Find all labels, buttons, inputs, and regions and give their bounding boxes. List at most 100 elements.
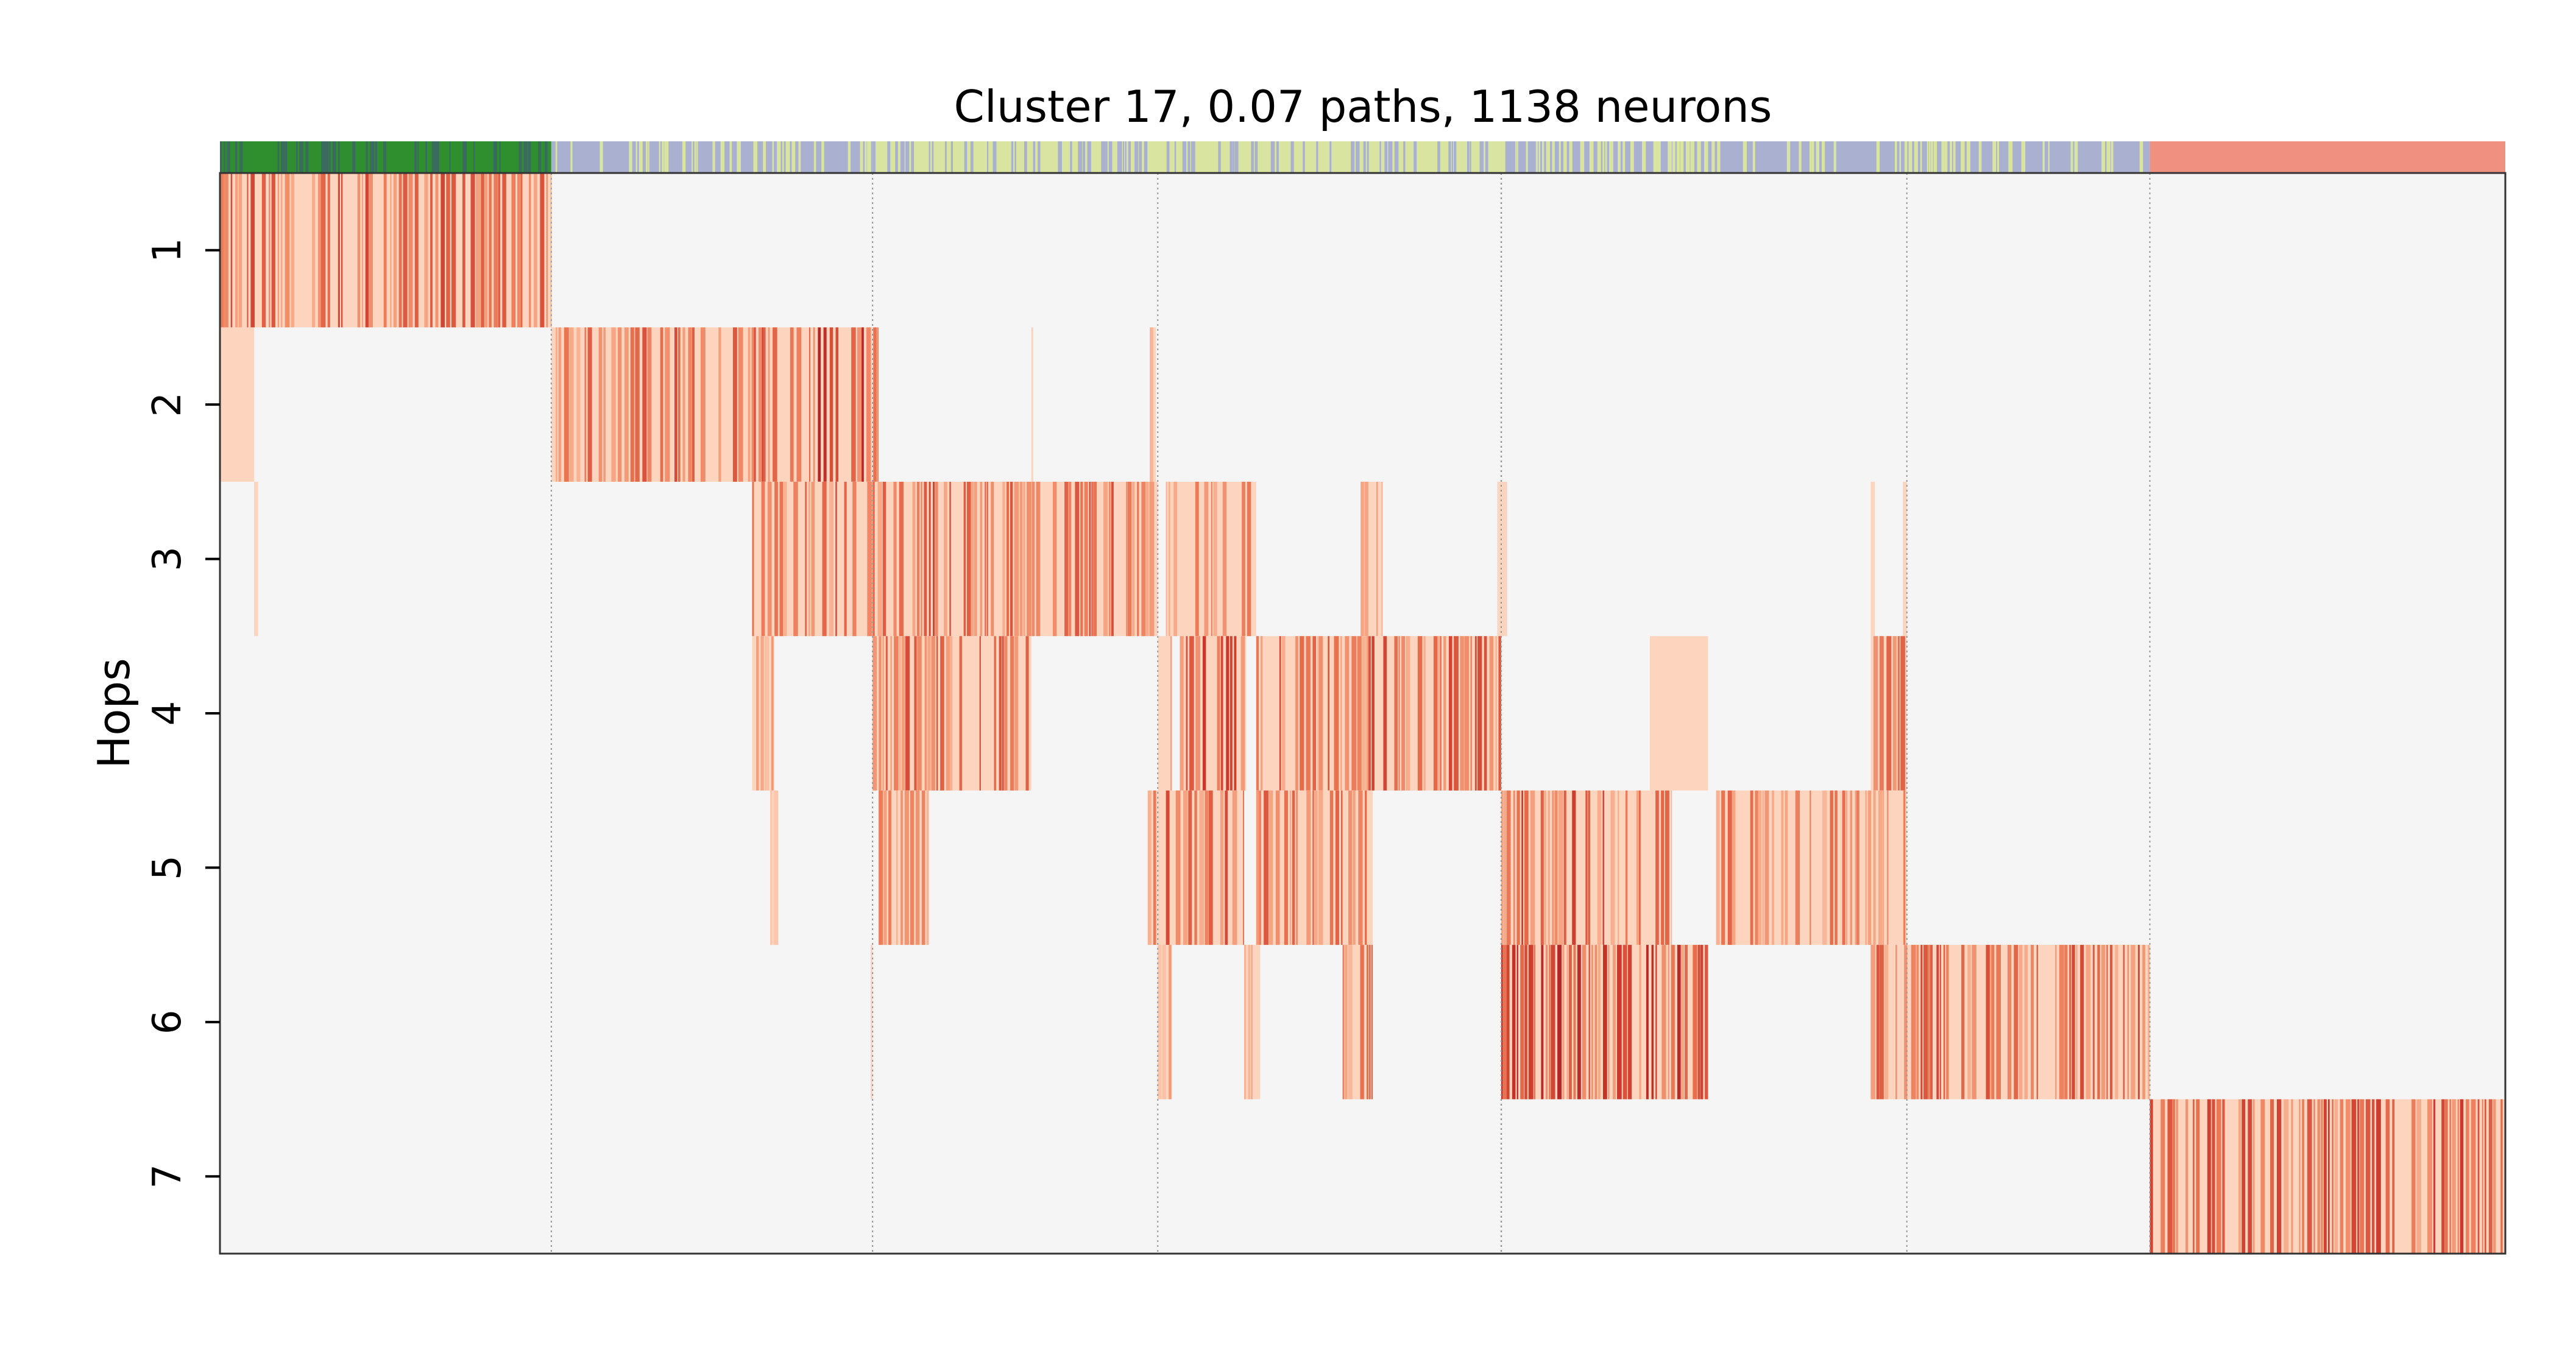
category-stripe [518, 141, 522, 173]
category-stripe [1119, 141, 1122, 173]
heat-stripe [1256, 790, 1259, 945]
heat-stripe [430, 173, 433, 328]
category-stripe [2074, 141, 2078, 173]
heat-stripe [2392, 1099, 2395, 1254]
category-stripe [1680, 141, 1684, 173]
heat-stripe [1440, 636, 1442, 791]
heat-stripe [2334, 1099, 2338, 1254]
heat-stripe [1639, 945, 1641, 1100]
heat-stripe [1855, 790, 1856, 945]
heat-stripe [1705, 945, 1708, 1100]
category-stripe [1743, 141, 1747, 173]
heat-stripe [398, 173, 402, 328]
category-stripe [1384, 141, 1388, 173]
heat-stripe [2313, 1099, 2315, 1254]
heat-stripe [829, 481, 834, 637]
heat-cell-hop3-seg0 [254, 481, 258, 637]
heat-stripe [1232, 790, 1237, 945]
heat-stripe [1158, 945, 1162, 1100]
category-stripe [371, 141, 375, 173]
heat-stripe [1217, 636, 1220, 791]
category-stripe [1451, 141, 1453, 173]
heat-stripe [1275, 790, 1280, 945]
heat-stripe [1351, 636, 1357, 791]
heat-stripe [2216, 1099, 2221, 1254]
heat-stripe [1900, 636, 1905, 791]
heat-stripe [1002, 481, 1005, 637]
category-strip [220, 141, 2505, 173]
heat-stripe [383, 173, 387, 328]
heat-stripe [1234, 636, 1237, 791]
heat-stripe [1544, 790, 1546, 945]
heat-stripe [1577, 945, 1581, 1100]
category-stripe [1083, 141, 1086, 173]
category-stripe [499, 141, 501, 173]
heat-stripe [760, 636, 764, 791]
category-stripe [1876, 141, 1880, 173]
heat-stripe [498, 173, 500, 328]
category-stripe [1134, 141, 1139, 173]
heat-stripe [1530, 790, 1535, 945]
heat-stripe [844, 481, 847, 637]
heat-stripe [1727, 790, 1732, 945]
heat-stripe [974, 481, 977, 637]
category-stripe [1816, 141, 1820, 173]
category-stripe [1123, 141, 1125, 173]
category-stripe [720, 141, 724, 173]
category-stripe [227, 141, 230, 173]
category-stripe [2282, 141, 2285, 173]
heat-stripe [1264, 790, 1269, 945]
heat-stripe [1132, 481, 1135, 637]
heat-stripe [1014, 481, 1019, 637]
heat-stripe [1904, 945, 1908, 1100]
heat-stripe [2444, 1099, 2448, 1254]
category-stripe [277, 141, 280, 173]
heat-stripe [624, 327, 629, 482]
category-stripe [1559, 141, 1561, 173]
category-stripe [813, 141, 816, 173]
heat-stripe [756, 636, 759, 791]
heat-stripe [2014, 945, 2019, 1100]
heat-stripe [2351, 1099, 2357, 1254]
heat-stripe [914, 636, 917, 791]
y-tick-label-1: 1 [145, 238, 190, 263]
category-stripe [1234, 141, 1239, 173]
heat-stripe [291, 173, 294, 328]
heat-stripe [1552, 790, 1554, 945]
heat-stripe [790, 327, 794, 482]
heat-stripe [1588, 945, 1591, 1100]
category-stripe [1752, 141, 1755, 173]
heat-stripe [2086, 945, 2091, 1100]
heat-stripe [1602, 790, 1604, 945]
heat-stripe [1279, 636, 1281, 791]
heat-stripe [1562, 945, 1565, 1100]
heat-stripe [1242, 481, 1245, 637]
heat-stripe [1289, 790, 1292, 945]
heat-stripe [901, 636, 905, 791]
heat-stripe [556, 327, 557, 482]
category-stripe [1254, 141, 1258, 173]
heat-stripe [701, 327, 706, 482]
heat-stripe [2092, 945, 2095, 1100]
category-stripe [1933, 141, 1937, 173]
heat-stripe [1879, 945, 1884, 1100]
category-stripe [1379, 141, 1381, 173]
heat-stripe [1646, 945, 1649, 1100]
category-stripe [639, 141, 643, 173]
category-stripe [2308, 141, 2312, 173]
heat-stripe [1329, 790, 1334, 945]
heat-stripe [1180, 636, 1184, 791]
heat-cell-hop3-seg4 [1361, 481, 1383, 637]
category-stripe [570, 141, 573, 173]
plot-area [219, 172, 2507, 1255]
category-stripe [635, 141, 637, 173]
heat-stripe [1502, 945, 1507, 1100]
heat-stripe [1306, 636, 1311, 791]
heat-stripe [936, 636, 938, 791]
heat-stripe [1145, 481, 1149, 637]
category-stripe [2408, 141, 2411, 173]
category-stripe [1367, 141, 1369, 173]
category-stripe [1501, 141, 1506, 173]
heat-stripe [767, 481, 772, 637]
category-stripe [2293, 141, 2296, 173]
